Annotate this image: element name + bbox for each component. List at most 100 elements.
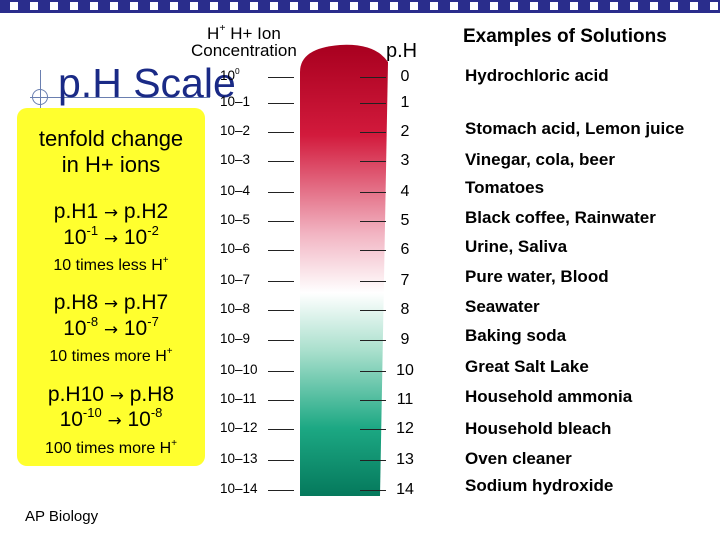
concentration-label: 100 <box>220 65 240 83</box>
header-examples: Examples of Solutions <box>463 26 667 47</box>
example-3-concentration: 10-10 → 10-8 <box>59 404 163 431</box>
top-bar <box>0 0 720 13</box>
concentration-tick <box>268 490 294 492</box>
info-panel <box>17 108 205 466</box>
top-bar-cell <box>50 2 58 10</box>
concentration-tick <box>268 460 294 462</box>
concentration-label: 10–6 <box>220 241 251 256</box>
header-ion-concentration: H+ H+ Ion Concentration <box>191 22 297 60</box>
concentration-label: 10–11 <box>220 391 257 406</box>
ph-value: 7 <box>400 272 410 289</box>
concentration-tick <box>268 281 294 283</box>
top-bar-cell <box>670 2 678 10</box>
ph-tick <box>360 161 386 163</box>
top-bar-cell <box>230 2 238 10</box>
example-solution: Vinegar, cola, beer <box>465 150 615 169</box>
ph-value: 13 <box>396 451 414 468</box>
top-bar-cell <box>130 2 138 10</box>
ph-tick <box>360 310 386 312</box>
ph-tick <box>360 132 386 134</box>
concentration-label: 10–8 <box>220 301 251 316</box>
concentration-label: 10–2 <box>220 123 251 138</box>
ph-tick <box>360 77 386 79</box>
ph-value: 1 <box>400 94 410 111</box>
example-3-ph: p.H10 → p.H8 <box>47 383 175 406</box>
ph-tick <box>360 460 386 462</box>
top-bar-cell <box>10 2 18 10</box>
top-bar-cell <box>650 2 658 10</box>
concentration-tick <box>268 192 294 194</box>
top-bar-cell <box>170 2 178 10</box>
ph-tick <box>360 340 386 342</box>
top-bar-cell <box>210 2 218 10</box>
ph-tick <box>360 400 386 402</box>
top-bar-cell <box>150 2 158 10</box>
concentration-tick <box>268 103 294 105</box>
example-solution: Pure water, Blood <box>465 267 609 286</box>
top-bar-cell <box>350 2 358 10</box>
example-2-concentration: 10-8 → 10-7 <box>63 313 159 340</box>
top-bar-cell <box>530 2 538 10</box>
ph-value: 6 <box>400 241 410 258</box>
example-2-note: 10 times more H+ <box>49 345 173 365</box>
top-bar-cell <box>110 2 118 10</box>
top-bar-cell <box>590 2 598 10</box>
ph-tick <box>360 490 386 492</box>
top-bar-cell <box>330 2 338 10</box>
example-3-note: 100 times more H+ <box>44 437 178 457</box>
tenfold-text: tenfold change in H+ ions <box>17 126 205 178</box>
ph-value: 9 <box>400 331 410 348</box>
example-solution: Tomatoes <box>465 178 545 197</box>
top-bar-cell <box>250 2 258 10</box>
ph-value: 10 <box>396 362 414 379</box>
example-1-note: 10 times less H+ <box>53 254 169 274</box>
concentration-label: 10–13 <box>220 451 258 466</box>
example-2-ph: p.H8 → p.H7 <box>53 291 169 314</box>
top-bar-cell <box>450 2 458 10</box>
thermometer-tube <box>300 44 388 497</box>
concentration-label: 10–3 <box>220 152 251 167</box>
top-bar-cell <box>490 2 498 10</box>
concentration-tick <box>268 371 294 373</box>
ph-value: 2 <box>400 123 410 140</box>
concentration-tick <box>268 400 294 402</box>
ph-value: 3 <box>400 152 410 169</box>
ph-tick <box>360 371 386 373</box>
concentration-tick <box>268 310 294 312</box>
concentration-label: 10–5 <box>220 212 251 227</box>
top-bar-cell <box>290 2 298 10</box>
top-bar-cell <box>270 2 278 10</box>
example-solution: Sodium hydroxide <box>465 476 614 495</box>
ph-value: 14 <box>396 481 414 498</box>
ph-tick <box>360 281 386 283</box>
concentration-label: 10–12 <box>220 420 258 435</box>
concentration-tick <box>268 429 294 431</box>
example-solution: Oven cleaner <box>465 449 572 468</box>
concentration-tick <box>268 340 294 342</box>
concentration-tick <box>268 221 294 223</box>
example-solution: Hydrochloric acid <box>465 66 609 85</box>
concentration-label: 10–14 <box>220 481 258 496</box>
example-1-concentration: 10-1 → 10-2 <box>63 222 159 249</box>
concentration-label: 10–10 <box>220 362 258 377</box>
top-bar-cell <box>610 2 618 10</box>
top-bar-cell <box>410 2 418 10</box>
crosshair-circle <box>32 89 48 105</box>
tenfold-line-2: in H+ ions <box>61 152 161 177</box>
top-bar-cell <box>70 2 78 10</box>
concentration-label: 10–1 <box>220 94 251 109</box>
example-solution: Urine, Saliva <box>465 237 568 256</box>
ph-tick <box>360 103 386 105</box>
top-bar-cell <box>390 2 398 10</box>
ph-value: 4 <box>400 183 410 200</box>
concentration-label: 10–9 <box>220 331 251 346</box>
top-bar-cell <box>510 2 518 10</box>
concentration-tick <box>268 132 294 134</box>
example-solution: Black coffee, Rainwater <box>465 208 656 227</box>
crosshair-line <box>30 97 210 98</box>
top-bar-cell <box>710 2 718 10</box>
page-title: p.H Scale <box>58 60 236 106</box>
top-bar-cell <box>690 2 698 10</box>
concentration-label: 10–4 <box>220 183 251 198</box>
